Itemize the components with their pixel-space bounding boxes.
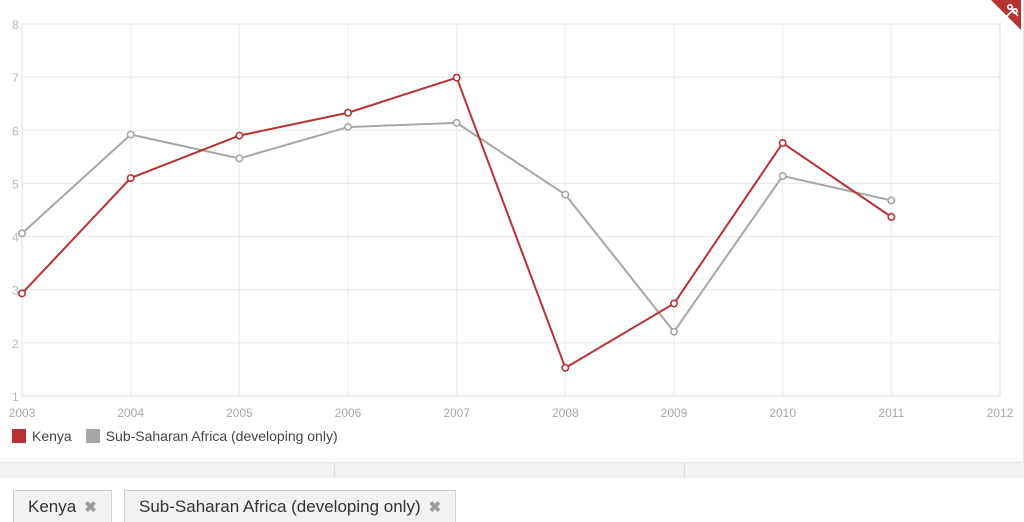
y-tick-label: 2 (12, 337, 19, 351)
legend-item-ssa[interactable]: Sub-Saharan Africa (developing only) (85, 428, 338, 444)
line-chart: 1 2 3 4 5 6 7 8 2003 2004 2005 2006 2007 2008 2009 2010… (9, 18, 1014, 420)
chip-ssa[interactable]: Sub-Saharan Africa (developing only) ✖ (124, 490, 457, 522)
data-point-ssa (669, 327, 678, 336)
data-point-ssa (235, 154, 244, 163)
chart-panel: 1 2 3 4 5 6 7 8 2003 2004 2005 2006 2007 2008 2009 2010… (8, 0, 1024, 462)
legend-swatch-ssa (85, 429, 100, 443)
panel-divider (0, 462, 1024, 479)
y-tick-label: 8 (12, 18, 19, 32)
data-point-kenya (669, 299, 678, 308)
chip-ssa-label: Sub-Saharan Africa (developing only) (139, 496, 421, 516)
data-point-ssa (887, 196, 896, 205)
grid (21, 23, 1001, 397)
legend-label-kenya: Kenya (32, 428, 72, 444)
x-tick-label: 2005 (226, 406, 253, 420)
chip-kenya-label: Kenya (28, 496, 77, 516)
plot-border (21, 23, 1001, 397)
y-tick-label: 1 (12, 390, 19, 404)
legend-label-ssa: Sub-Saharan Africa (developing only) (105, 428, 338, 444)
x-tick-label: 2006 (335, 406, 362, 420)
data-point-ssa (452, 118, 461, 127)
close-icon[interactable]: ✖ (84, 498, 97, 516)
axes: 1 2 3 4 5 6 7 8 2003 2004 2005 2006 2007 2008 2009 2010… (9, 18, 1014, 420)
x-tick-label: 2008 (552, 406, 579, 420)
x-tick-label: 2003 (9, 406, 36, 420)
scissors-icon[interactable] (991, 0, 1021, 30)
series-layer (17, 73, 896, 372)
x-tick-label: 2012 (987, 406, 1014, 420)
legend-swatch-kenya (12, 429, 26, 443)
data-point-kenya (778, 139, 787, 148)
x-tick-label: 2011 (878, 406, 904, 420)
legend: Kenya Sub-Saharan Africa (developing onl… (12, 428, 352, 444)
divider-segment (684, 463, 685, 479)
data-point-kenya (17, 289, 26, 298)
selected-countries: Kenya ✖ Sub-Saharan Africa (developing o… (0, 478, 1024, 522)
data-point-kenya (452, 73, 461, 82)
x-tick-label: 2009 (661, 406, 688, 420)
data-point-kenya (343, 108, 352, 117)
data-point-ssa (343, 123, 352, 132)
close-icon[interactable]: ✖ (428, 498, 442, 516)
y-tick-label: 7 (12, 71, 19, 85)
y-tick-label: 3 (12, 284, 19, 298)
data-point-ssa (561, 190, 570, 199)
y-tick-label: 5 (12, 177, 19, 191)
data-point-kenya (126, 174, 135, 183)
data-point-ssa (126, 130, 135, 139)
divider-segment (334, 463, 335, 479)
data-point-kenya (561, 363, 570, 372)
x-tick-label: 2007 (443, 406, 470, 420)
x-tick-label: 2004 (117, 406, 144, 420)
y-tick-label: 4 (12, 231, 19, 245)
data-point-ssa (17, 229, 26, 238)
x-tick-label: 2010 (769, 406, 796, 420)
data-point-kenya (235, 131, 244, 140)
data-point-kenya (887, 212, 896, 221)
data-point-ssa (778, 171, 787, 180)
legend-item-kenya[interactable]: Kenya (12, 428, 72, 444)
chip-kenya[interactable]: Kenya ✖ (13, 490, 112, 522)
y-tick-label: 6 (12, 124, 19, 138)
